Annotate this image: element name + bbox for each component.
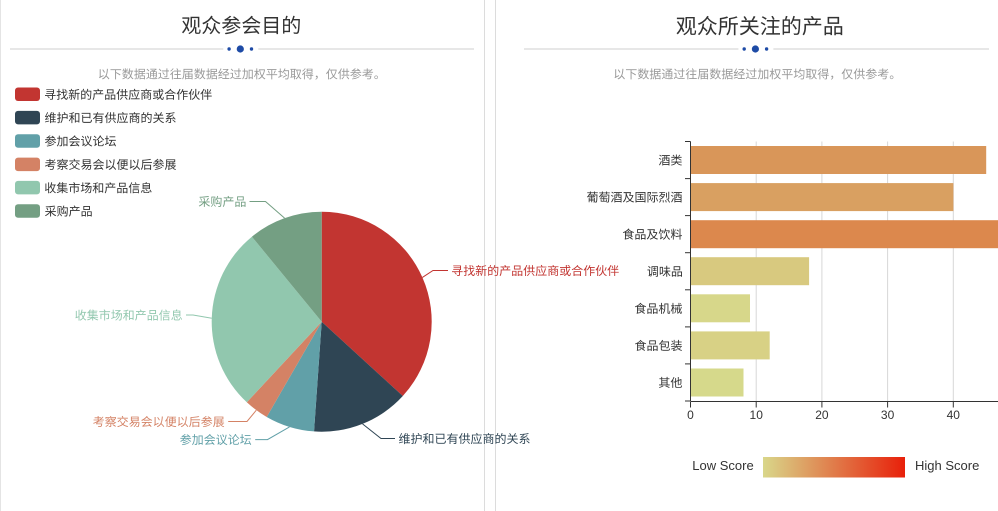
svg-text:30: 30 (881, 408, 895, 422)
svg-text:20: 20 (815, 408, 829, 422)
svg-text:40: 40 (947, 408, 961, 422)
svg-text:10: 10 (750, 408, 764, 422)
svg-text:High Score: High Score (915, 458, 979, 473)
svg-text:0: 0 (687, 408, 694, 422)
svg-text:Low Score: Low Score (692, 458, 753, 473)
